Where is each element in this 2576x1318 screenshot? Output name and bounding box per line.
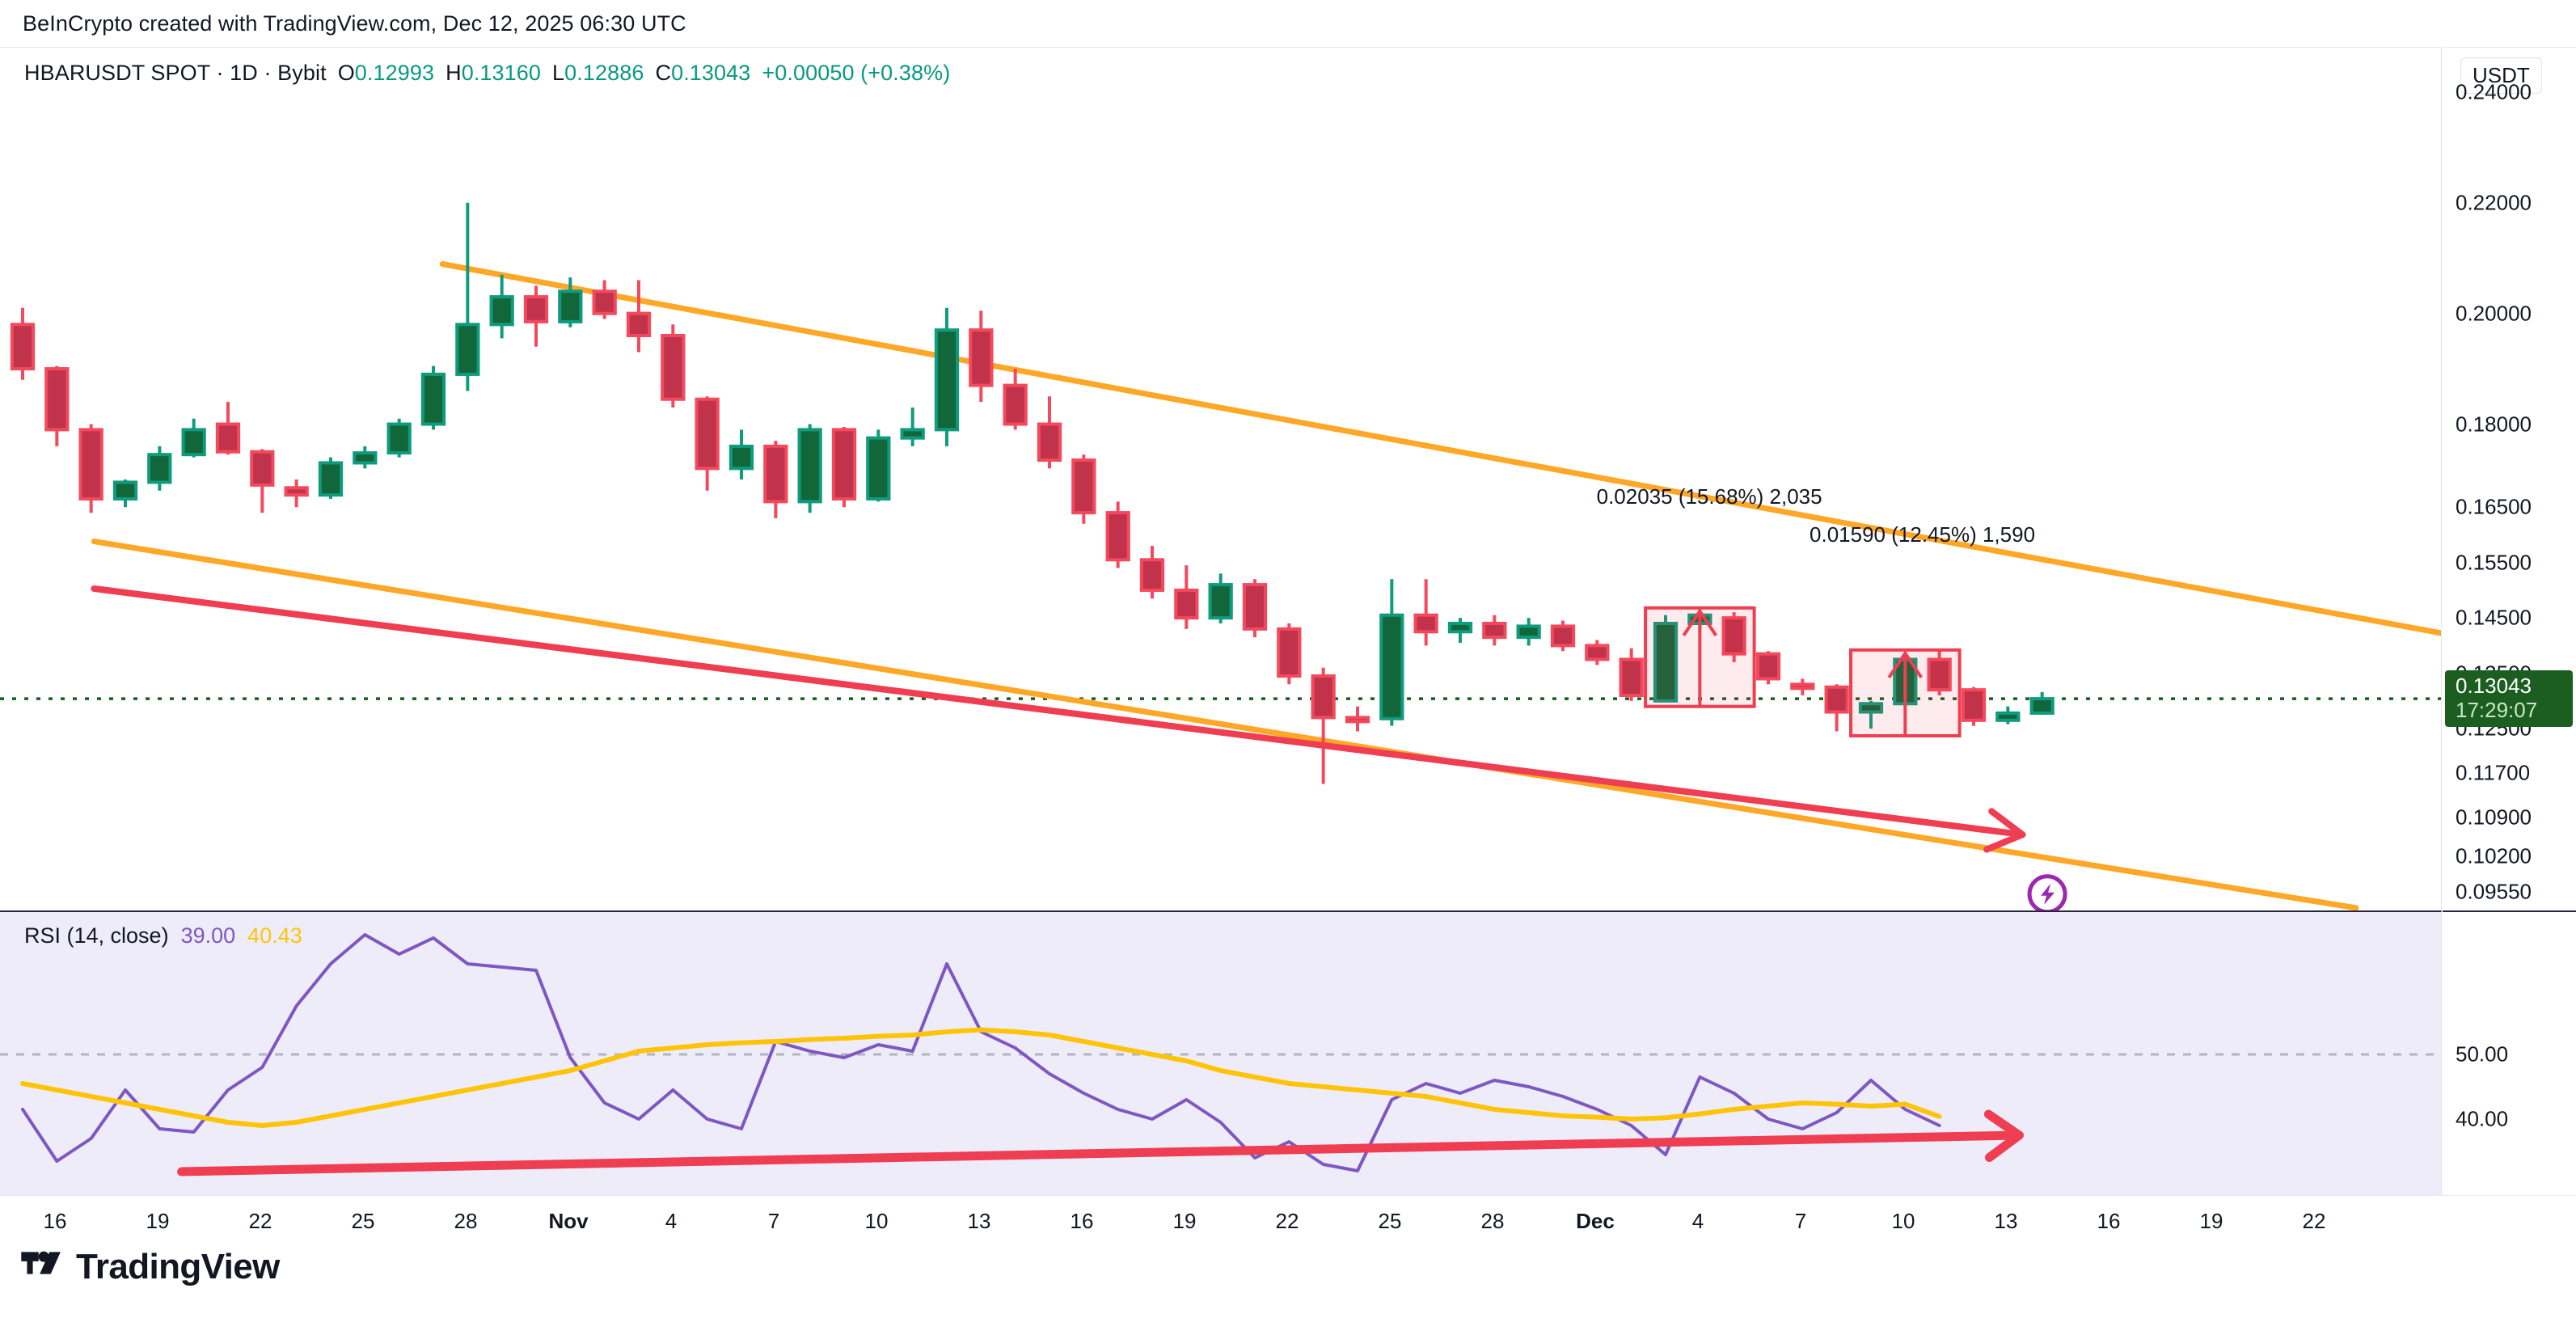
close-value: 0.13043: [671, 61, 751, 85]
time-axis-tick: 13: [1994, 1209, 2018, 1233]
symbol-label[interactable]: HBARUSDT SPOT · 1D · Bybit: [24, 61, 327, 85]
price-axis-tick: 0.15500: [2456, 550, 2532, 575]
low-label: L: [552, 61, 565, 85]
time-axis-tick: 22: [2302, 1209, 2326, 1233]
price-axis[interactable]: USDT 0.13043 17:29:07 0.24000 0.22000 0.20…: [2443, 47, 2576, 910]
time-axis-tick: 4: [665, 1209, 678, 1233]
price-axis-tick: 0.09550: [2456, 879, 2532, 904]
open-label: O: [337, 61, 355, 85]
price-axis-tick: 0.22000: [2456, 190, 2532, 215]
change-percent: (+0.38%): [860, 61, 951, 85]
time-axis-tick: Nov: [548, 1209, 589, 1233]
current-price-badge: 0.13043 17:29:07: [2445, 670, 2573, 727]
time-axis-tick: 13: [967, 1209, 991, 1233]
currency-chip[interactable]: USDT: [2460, 57, 2542, 94]
price-axis-tick: 0.10200: [2456, 843, 2532, 868]
time-axis-tick: 22: [248, 1209, 272, 1233]
time-axis-tick: 7: [1794, 1209, 1807, 1233]
price-axis-tick: 0.20000: [2456, 301, 2532, 326]
measure-label-upper: 0.02035 (15.68%) 2,035: [1596, 484, 1822, 509]
rsi-value: 39.00: [180, 923, 236, 948]
time-axis-tick: 28: [1480, 1209, 1505, 1233]
price-axis-tick: 0.16500: [2456, 494, 2532, 519]
tradingview-logo-icon: [21, 1251, 61, 1274]
price-axis-tick: 0.14500: [2456, 605, 2532, 630]
time-axis[interactable]: 16 19 22 25 28 Nov 4 7 10 13 16 19 22 25 28 Dec 4 7 10 13 16…: [0, 1195, 2576, 1244]
rsi-axis-tick: 50.00: [2456, 1041, 2509, 1067]
close-label: C: [655, 61, 672, 85]
time-axis-tick: 10: [864, 1209, 889, 1233]
price-axis-tick: 0.10900: [2456, 805, 2532, 830]
price-plot-area: [0, 202, 2441, 910]
rsi-axis[interactable]: 50.00 40.00: [2443, 910, 2576, 1195]
time-axis-tick: 16: [2097, 1209, 2121, 1233]
rsi-indicator-pane[interactable]: RSI (14, close) 39.00 40.43: [0, 910, 2442, 1195]
time-axis-tick: 28: [454, 1209, 478, 1233]
rsi-axis-tick: 40.00: [2456, 1106, 2509, 1131]
high-label: H: [446, 61, 462, 85]
rsi-legend[interactable]: RSI (14, close) 39.00 40.43: [24, 923, 302, 948]
time-axis-tick: 19: [1172, 1209, 1197, 1233]
price-legend[interactable]: HBARUSDT SPOT · 1D · Bybit O0.12993 H0.131…: [24, 61, 950, 86]
tradingview-footer: TradingView: [19, 1249, 280, 1285]
rsi-ma-value: 40.43: [247, 923, 302, 948]
time-axis-tick: 16: [1070, 1209, 1094, 1233]
price-axis-tick: 0.11700: [2456, 760, 2531, 785]
time-axis-tick: Dec: [1576, 1209, 1615, 1233]
time-axis-tick: 16: [43, 1209, 67, 1233]
open-value: 0.12993: [354, 61, 435, 85]
change-absolute: +0.00050: [762, 61, 855, 85]
time-axis-tick: 25: [1378, 1209, 1402, 1233]
measure-label-lower: 0.01590 (12.45%) 1,590: [1810, 522, 2036, 547]
current-price-time: 17:29:07: [2456, 697, 2538, 722]
attribution-bar: BeInCrypto created with TradingView.com,…: [0, 0, 2576, 47]
current-price-value: 0.13043: [2456, 673, 2532, 698]
time-axis-tick: 7: [767, 1209, 780, 1233]
time-axis-tick: 10: [1891, 1209, 1915, 1233]
tradingview-wordmark: TradingView: [76, 1247, 280, 1286]
time-axis-tick: 22: [1275, 1209, 1299, 1233]
time-axis-tick: 19: [146, 1209, 170, 1233]
price-axis-tick: 0.24000: [2456, 79, 2532, 104]
time-axis-tick: 19: [2199, 1209, 2223, 1233]
high-value: 0.13160: [461, 61, 542, 85]
price-chart-pane[interactable]: HBARUSDT SPOT · 1D · Bybit O0.12993 H0.131…: [0, 47, 2442, 910]
rsi-plot-area: [0, 933, 2441, 1176]
time-axis-tick: 25: [351, 1209, 375, 1233]
lightning-bolt-icon[interactable]: [2027, 874, 2067, 910]
price-axis-tick: 0.18000: [2456, 412, 2532, 437]
time-axis-tick: 4: [1691, 1209, 1704, 1233]
attribution-text: BeInCrypto created with TradingView.com,…: [23, 11, 686, 36]
low-value: 0.12886: [564, 61, 644, 85]
rsi-title[interactable]: RSI (14, close): [24, 923, 169, 948]
